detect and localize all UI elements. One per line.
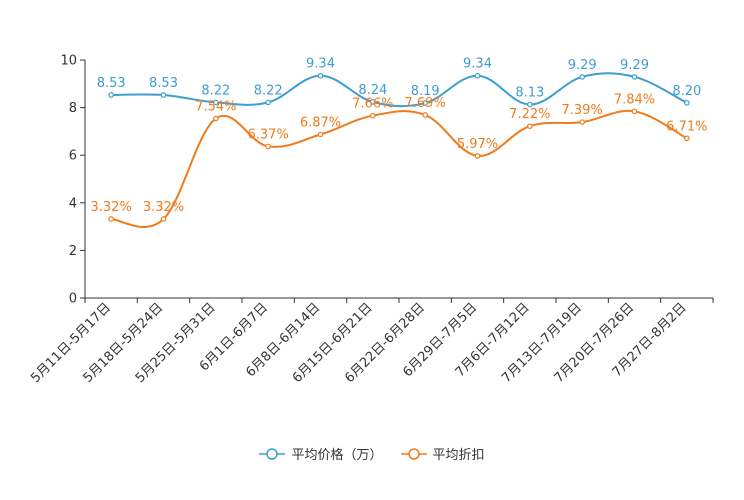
data-point[interactable] [370,112,376,119]
y-tick-label: 8 [69,101,77,116]
data-label: 8.53 [97,76,126,91]
data-point[interactable] [422,112,428,118]
data-label: 8.22 [254,83,283,98]
data-point[interactable] [631,108,638,115]
y-tick-label: 6 [69,149,77,164]
data-point[interactable] [527,101,533,108]
data-label: 5.97% [457,137,498,152]
y-axis: 0 2 4 6 8 10 [60,54,86,307]
data-point[interactable] [265,143,271,150]
data-point[interactable] [160,92,167,98]
data-label: 9.29 [568,58,597,73]
data-point[interactable] [213,99,219,106]
data-point[interactable] [474,153,481,159]
data-label: 3.32% [91,200,132,215]
data-point[interactable] [108,92,114,98]
data-label: 3.32% [143,200,184,215]
data-label: 7.69% [405,96,446,111]
data-label: 8.22 [201,83,230,98]
data-label: 6.37% [248,127,289,142]
data-point[interactable] [579,119,585,125]
data-point[interactable] [579,74,585,80]
legend-item-discount[interactable]: 平均折扣 [400,444,485,463]
data-label: 8.20 [672,84,701,99]
data-point[interactable] [684,135,690,142]
legend: 平均价格（万） 平均折扣 [0,444,744,463]
legend-label-price: 平均价格（万） [291,448,383,463]
data-label: 7.54% [195,100,236,115]
y-tick-label: 0 [69,292,77,307]
data-point[interactable] [422,100,428,106]
data-label: 7.39% [562,103,603,118]
data-point[interactable] [527,123,533,129]
data-point[interactable] [317,131,324,138]
legend-item-price[interactable]: 平均价格（万） [259,444,383,463]
data-point[interactable] [160,216,167,222]
legend-line-marker-icon [400,447,427,460]
y-tick-label: 10 [60,54,77,69]
series-layer [108,72,690,229]
data-label: 8.53 [149,76,178,91]
data-label: 8.24 [358,83,387,98]
data-label: 7.66% [352,97,393,112]
data-point[interactable] [265,99,271,106]
data-labels: 8.53 8.53 8.22 8.22 9.34 8.24 8.19 9.34 8.13 9.29… [91,57,708,215]
data-point[interactable] [631,74,638,80]
data-point[interactable] [213,115,219,122]
data-point[interactable] [370,99,376,105]
data-label: 6.87% [300,115,341,130]
data-point[interactable] [684,100,690,106]
series-line-1 [111,109,688,229]
data-label: 6.71% [666,119,707,134]
data-label: 8.13 [515,86,544,101]
data-label: 7.84% [614,92,655,107]
legend-line-marker-icon [259,447,286,460]
data-label: 9.34 [306,57,335,72]
data-point[interactable] [108,216,114,222]
data-label: 9.34 [463,57,492,72]
y-tick-label: 4 [69,196,77,211]
y-tick-label: 2 [69,244,77,259]
data-label: 7.22% [509,107,550,122]
x-axis: 5月11日-5月17日5月18日-5月24日5月25日-5月31日6月1日-6月… [28,297,714,386]
data-point[interactable] [317,72,324,79]
legend-label-discount: 平均折扣 [432,448,485,463]
data-label: 8.19 [411,84,440,99]
data-point[interactable] [474,72,481,79]
data-label: 9.29 [620,58,649,73]
